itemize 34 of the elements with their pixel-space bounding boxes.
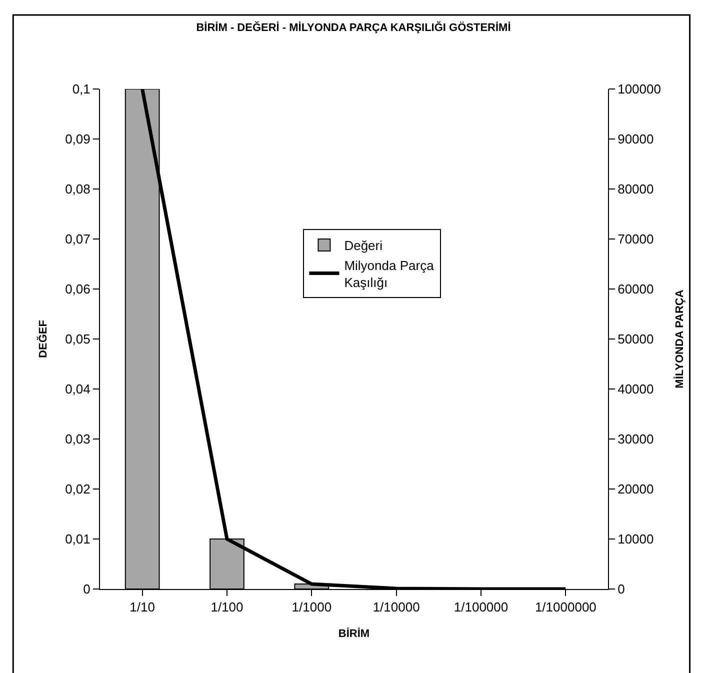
y-tick-label: 0,03 xyxy=(65,432,90,447)
y2-tick-label: 40000 xyxy=(618,382,654,397)
y2-tick-label: 70000 xyxy=(618,232,654,247)
y-axis-title: DEĞEF xyxy=(36,320,50,358)
y2-tick-label: 20000 xyxy=(618,482,654,497)
x-tick-label: 1/1000 xyxy=(292,600,332,615)
x-tick-label: 1/10000 xyxy=(372,600,420,615)
chart-title: BİRİM - DEĞERİ - MİLYONDA PARÇA KARŞILIĞI GÖSTERİMİ xyxy=(196,20,511,34)
y2-tick-label: 90000 xyxy=(618,132,654,147)
y-tick-label: 0,04 xyxy=(65,382,90,397)
legend-label: Değeri xyxy=(344,238,383,254)
y-tick-label: 0 xyxy=(83,582,90,597)
y-tick-label: 0,01 xyxy=(65,532,90,547)
x-tick-label: 1/100000 xyxy=(454,600,508,615)
y2-tick-label: 30000 xyxy=(618,432,654,447)
x-tick-label: 1/100 xyxy=(210,600,244,615)
y2-tick-label: 60000 xyxy=(618,282,654,297)
x-tick-label: 1/10 xyxy=(130,600,155,615)
y2-axis-title: MİLYONDA PARÇA xyxy=(673,290,686,388)
legend-label: Milyonda Parça Kaşılığı xyxy=(344,258,435,290)
x-axis-title: BİRİM xyxy=(338,626,370,640)
y-tick-label: 0,09 xyxy=(65,132,90,147)
x-tick-label: 1/1000000 xyxy=(534,600,596,615)
y-tick-label: 0,05 xyxy=(65,332,90,347)
y-tick-label: 0,06 xyxy=(65,282,90,297)
y2-tick-label: 80000 xyxy=(618,182,654,197)
y2-tick-label: 50000 xyxy=(618,332,654,347)
y-tick-label: 0,02 xyxy=(65,482,90,497)
y2-tick-label: 10000 xyxy=(618,532,654,547)
y-tick-label: 0,08 xyxy=(65,182,90,197)
y2-tick-label: 100000 xyxy=(618,82,661,97)
y2-tick-label: 0 xyxy=(618,582,625,597)
y-tick-label: 0,07 xyxy=(65,232,90,247)
y-tick-label: 0,1 xyxy=(72,82,90,97)
